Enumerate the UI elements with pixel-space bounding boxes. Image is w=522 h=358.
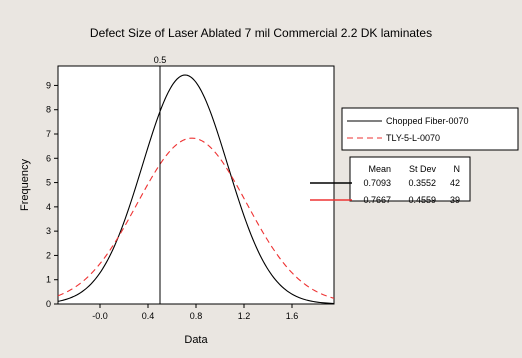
- x-tick-label: 1.6: [286, 311, 299, 321]
- y-tick-label: 5: [46, 178, 51, 188]
- stats-n-1: 42: [450, 178, 460, 188]
- x-tick-label: -0.0: [92, 311, 108, 321]
- reference-line-label: 0.5: [154, 55, 167, 65]
- y-tick-label: 9: [46, 80, 51, 90]
- stats-rows: 0.7093 0.3552 42 0.7667 0.4559 39: [310, 178, 460, 205]
- x-axis: -0.0 0.4 0.8 1.2 1.6: [92, 304, 298, 321]
- stats-header-n: N: [454, 164, 461, 174]
- stats-stdev-2: 0.4559: [408, 195, 436, 205]
- y-tick-label: 4: [46, 202, 51, 212]
- stats-header-stdev: St Dev: [409, 164, 437, 174]
- y-tick-label: 8: [46, 105, 51, 115]
- legend: Chopped Fiber-0070 TLY-5-L-0070: [347, 116, 469, 143]
- y-tick-label: 3: [46, 226, 51, 236]
- y-tick-label: 7: [46, 129, 51, 139]
- legend-box: [341, 107, 519, 151]
- y-tick-label: 1: [46, 275, 51, 285]
- y-tick-label: 2: [46, 250, 51, 260]
- stats-n-2: 39: [450, 195, 460, 205]
- y-axis: 0 1 2 3 4 5 6 7 8 9: [46, 80, 58, 309]
- y-tick-label: 6: [46, 153, 51, 163]
- stats-header-mean: Mean: [368, 164, 391, 174]
- plot-area: [57, 65, 335, 305]
- x-tick-label: 0.8: [190, 311, 203, 321]
- legend-label-1: Chopped Fiber-0070: [386, 116, 469, 126]
- y-tick-label: 0: [46, 299, 51, 309]
- y-axis-label: Frequency: [19, 159, 31, 211]
- x-tick-label: 1.2: [238, 311, 251, 321]
- stats-table: [349, 156, 471, 202]
- series-curves: [57, 74, 335, 305]
- x-axis-label: Data: [184, 334, 208, 346]
- legend-label-2: TLY-5-L-0070: [386, 133, 440, 143]
- stats-mean-1: 0.7093: [363, 178, 391, 188]
- x-tick-label: 0.4: [142, 311, 155, 321]
- series-curve-1: [57, 74, 335, 305]
- stats-stdev-1: 0.3552: [408, 178, 436, 188]
- series-curve-2: [57, 137, 335, 299]
- stats-mean-2: 0.7667: [363, 195, 391, 205]
- chart-title: Defect Size of Laser Ablated 7 mil Comme…: [90, 26, 432, 40]
